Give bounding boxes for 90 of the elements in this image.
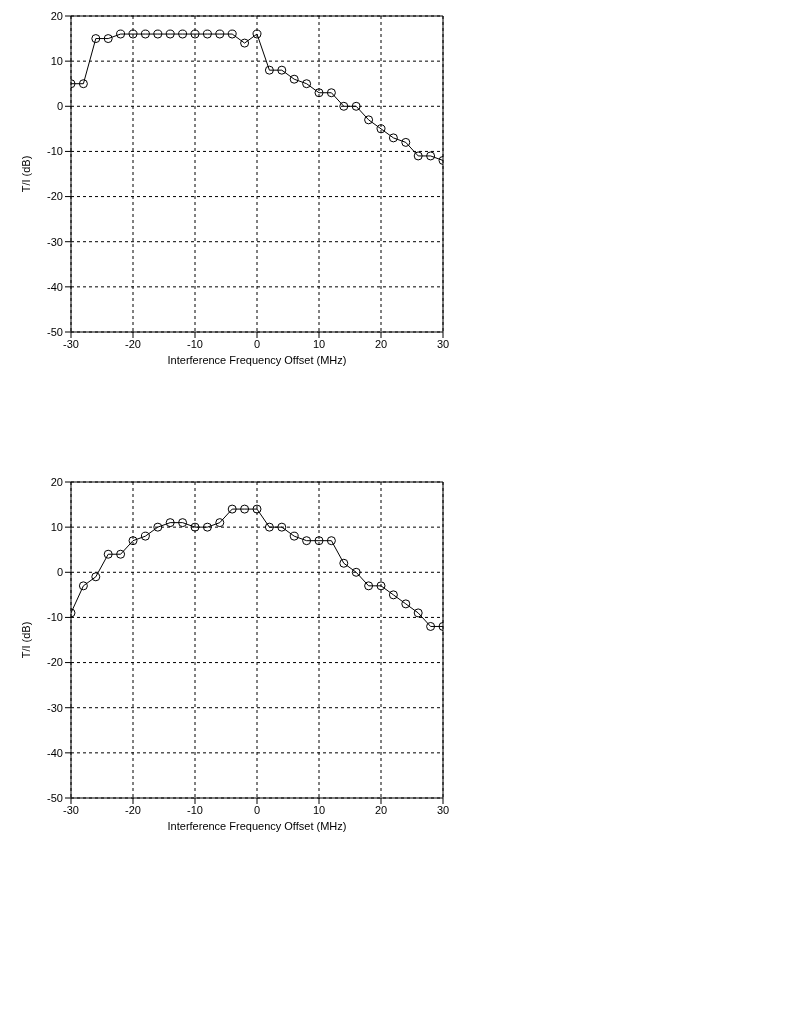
y-tick-label: 0 xyxy=(56,566,63,579)
point xyxy=(364,115,374,125)
point xyxy=(364,581,374,591)
point xyxy=(165,518,175,528)
point xyxy=(227,29,237,39)
point xyxy=(426,621,436,631)
point xyxy=(326,88,336,98)
point xyxy=(153,29,163,39)
point xyxy=(376,124,386,134)
x-tick-label: -10 xyxy=(187,337,203,350)
x-axis-title: Interference Frequency Offset (MHz) xyxy=(167,820,347,832)
point xyxy=(240,504,250,514)
y-tick-label: 10 xyxy=(50,55,63,68)
point xyxy=(388,590,398,600)
y-tick-label: 0 xyxy=(56,100,63,113)
y-tick-label: -20 xyxy=(47,656,63,669)
x-tick-label: -10 xyxy=(187,803,203,816)
point xyxy=(351,101,361,111)
point xyxy=(202,522,212,532)
point xyxy=(289,74,299,84)
point xyxy=(264,522,274,532)
point xyxy=(302,536,312,546)
point xyxy=(140,29,150,39)
point xyxy=(314,536,324,546)
point xyxy=(153,522,163,532)
point xyxy=(401,599,411,609)
y-tick-label: -10 xyxy=(47,145,63,158)
y-tick-label: -40 xyxy=(47,746,63,759)
point xyxy=(289,531,299,541)
x-tick-label: -20 xyxy=(125,803,141,816)
point xyxy=(277,522,287,532)
y-tick-label: -20 xyxy=(47,190,63,203)
point xyxy=(128,29,138,39)
point xyxy=(103,549,113,559)
point xyxy=(227,504,237,514)
point xyxy=(128,536,138,546)
y-axis-title: T/I (dB) xyxy=(19,621,32,659)
point xyxy=(240,38,250,48)
point xyxy=(202,29,212,39)
point xyxy=(103,34,113,44)
y-tick-label: -30 xyxy=(47,701,63,714)
x-tick-label: 30 xyxy=(436,337,450,350)
point xyxy=(388,133,398,143)
point xyxy=(91,572,101,582)
x-axis-title: Interference Frequency Offset (MHz) xyxy=(167,354,347,366)
y-tick-label: 20 xyxy=(50,9,63,22)
y-tick-label: -10 xyxy=(47,611,63,624)
point xyxy=(252,504,262,514)
y-tick-label: 10 xyxy=(50,521,63,534)
point xyxy=(78,79,88,89)
x-tick-label: 30 xyxy=(436,803,450,816)
point xyxy=(326,536,336,546)
y-tick-label: -40 xyxy=(47,280,63,293)
y-tick-label: -30 xyxy=(47,235,63,248)
point xyxy=(413,608,423,618)
x-tick-label: -20 xyxy=(125,337,141,350)
x-tick-label: 10 xyxy=(312,337,326,350)
point xyxy=(78,581,88,591)
point xyxy=(215,29,225,39)
point xyxy=(376,581,386,591)
x-tick-label: 20 xyxy=(374,337,388,350)
x-tick-label: 0 xyxy=(253,337,261,350)
point xyxy=(140,531,150,541)
y-tick-label: -50 xyxy=(47,791,63,804)
point xyxy=(116,549,126,559)
x-tick-label: 20 xyxy=(374,803,388,816)
point xyxy=(190,29,200,39)
point xyxy=(215,518,225,528)
point xyxy=(252,29,262,39)
point xyxy=(314,88,324,98)
point xyxy=(116,29,126,39)
x-tick-label: 10 xyxy=(312,803,326,816)
point xyxy=(178,518,188,528)
point xyxy=(91,34,101,44)
point xyxy=(165,29,175,39)
point xyxy=(413,151,423,161)
y-tick-label: -50 xyxy=(47,325,63,338)
point xyxy=(426,151,436,161)
point xyxy=(302,79,312,89)
point xyxy=(339,101,349,111)
x-tick-label: 0 xyxy=(253,803,261,816)
point xyxy=(190,522,200,532)
point xyxy=(351,567,361,577)
point xyxy=(178,29,188,39)
point xyxy=(401,137,411,147)
y-axis-title: T/I (dB) xyxy=(19,155,32,193)
point xyxy=(339,558,349,568)
point xyxy=(264,65,274,75)
point xyxy=(277,65,287,75)
y-tick-label: 20 xyxy=(50,475,63,488)
